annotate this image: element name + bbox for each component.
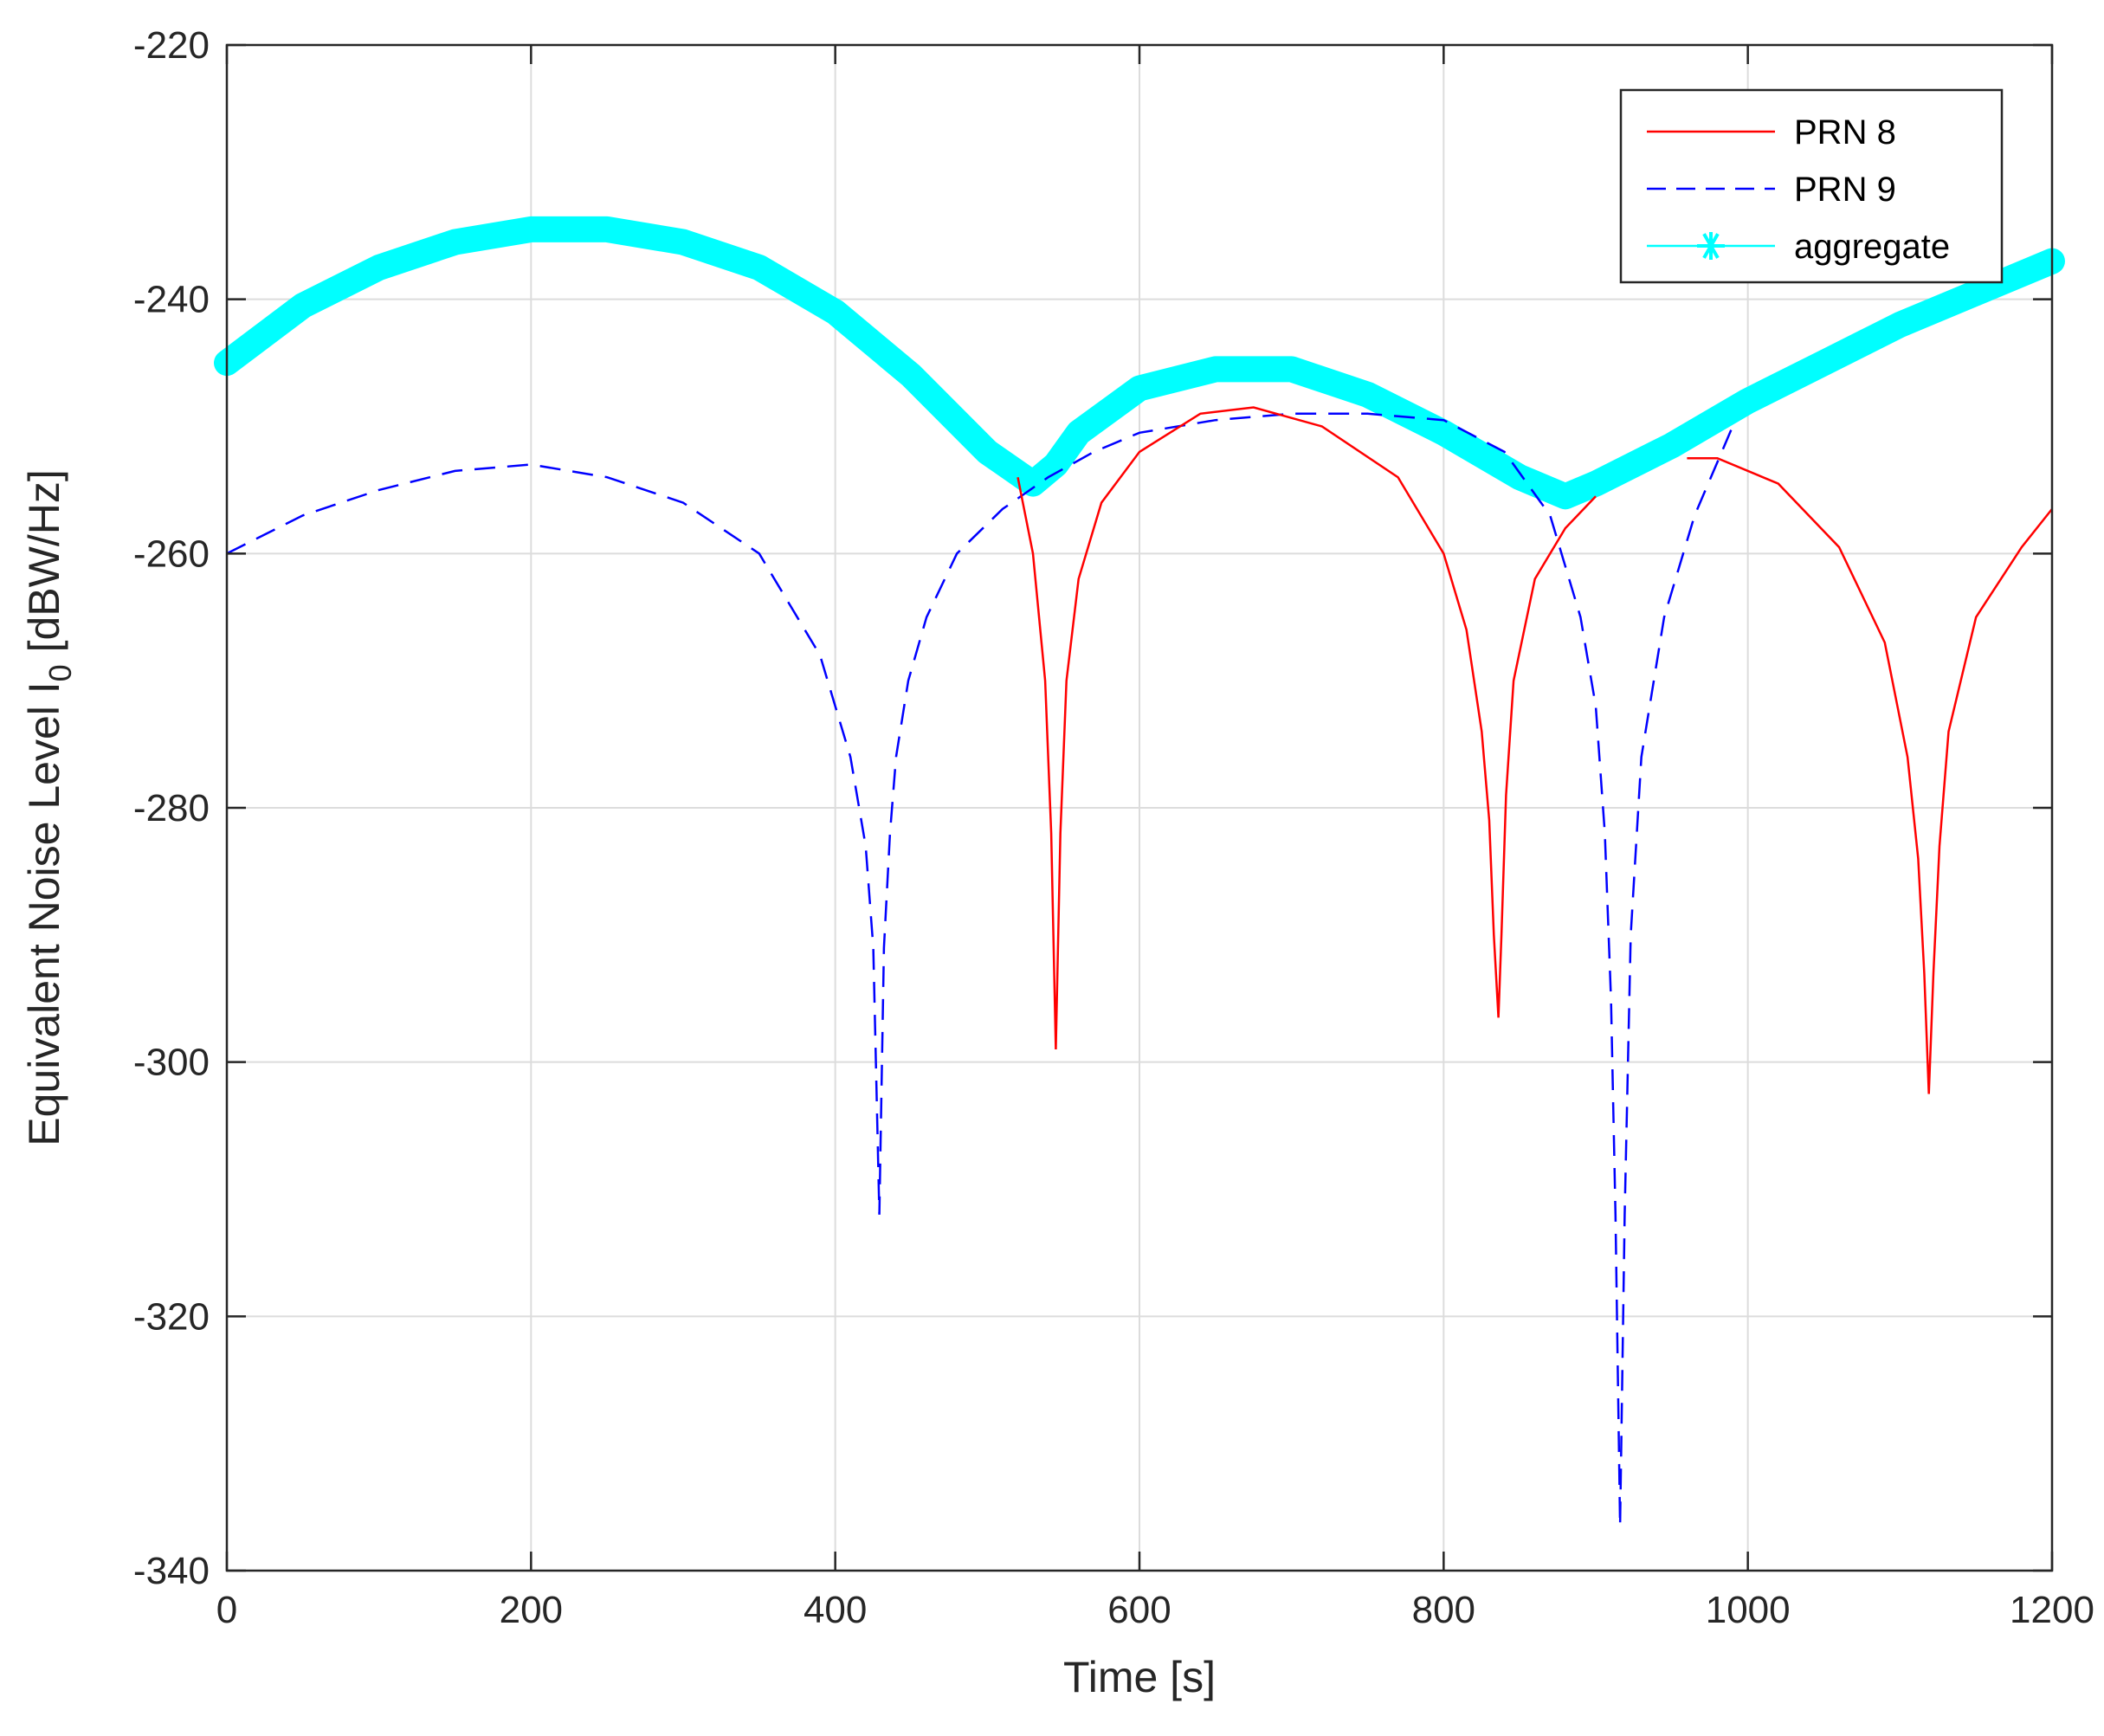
x-tick-label: 400 [804, 1589, 867, 1631]
series-layer [214, 216, 2065, 1526]
x-tick-label: 800 [1412, 1589, 1475, 1631]
series-prn-8-segment-2 [1687, 456, 2053, 1094]
y-tick-label: -300 [133, 1042, 210, 1084]
legend-item-prn-8: PRN 8 [1647, 113, 1896, 152]
y-tick-label: -340 [133, 1550, 210, 1592]
x-tick-label: 1000 [1706, 1589, 1791, 1631]
legend-item-aggregate: aggregate [1647, 228, 1950, 266]
legend-label-prn-8: PRN 8 [1794, 113, 1896, 152]
y-tick-label: -280 [133, 787, 210, 829]
legend: PRN 8 PRN 9 aggregate [1619, 88, 2004, 284]
x-axis-title: Time [s] [1063, 1653, 1216, 1701]
y-axis-title-units: [dBW/Hz] [20, 469, 68, 664]
y-axis: -220 -240 -260 -280 -300 -320 -340 [133, 24, 2052, 1592]
series-prn-9 [226, 412, 1734, 1526]
y-axis-title: Equivalent Noise Level I0 [dBW/Hz] [20, 469, 78, 1146]
y-tick-label: -240 [133, 279, 210, 321]
legend-box [1619, 88, 2004, 284]
asterisk-marker-icon [1697, 232, 1725, 260]
y-tick-label: -320 [133, 1295, 210, 1338]
series-aggregate [214, 216, 2065, 510]
y-axis-title-main: Equivalent Noise Level I [20, 681, 68, 1146]
y-axis-title-subscript: 0 [42, 664, 78, 681]
legend-label-aggregate: aggregate [1794, 228, 1950, 266]
legend-item-prn-9: PRN 9 [1647, 171, 1896, 209]
x-axis: 0 200 400 600 800 1000 1200 [216, 45, 2094, 1631]
x-tick-label: 600 [1107, 1589, 1171, 1631]
y-tick-label: -260 [133, 532, 210, 575]
series-prn-8 [1017, 406, 1597, 1050]
grid [227, 45, 2052, 1571]
x-tick-label: 1200 [2010, 1589, 2094, 1631]
y-tick-label: -220 [133, 24, 210, 67]
legend-label-prn-9: PRN 9 [1794, 171, 1896, 209]
x-tick-label: 0 [216, 1589, 237, 1631]
x-tick-label: 200 [500, 1589, 563, 1631]
